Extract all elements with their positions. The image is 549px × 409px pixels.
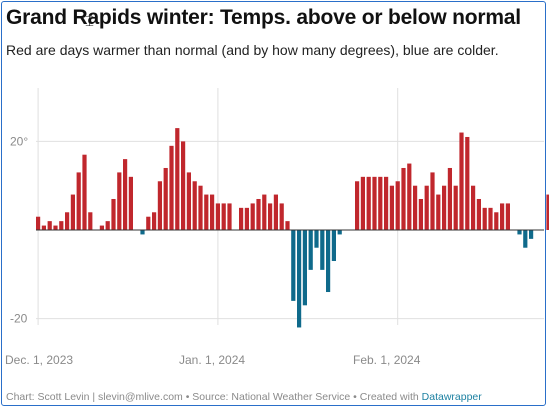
text-cursor-icon: ⌶ [85,13,95,30]
bar [175,128,180,230]
bar [41,225,46,230]
footer-credit: Chart: Scott Levin | slevin@mlive.com • … [6,391,422,403]
bar [221,203,226,230]
bar [105,221,110,230]
bar [157,181,162,230]
bar [47,221,52,230]
bar [326,230,331,293]
bar [372,176,377,230]
bar [314,230,319,248]
bar [152,212,157,230]
bar [244,207,249,230]
bar [297,230,302,328]
chart-title: Grand Rapids winter: Temps. above or bel… [6,6,521,29]
bar [285,221,290,230]
y-tick-label: 20° [10,134,28,148]
bar [76,172,81,230]
bar [262,194,267,230]
bar [488,207,493,230]
bar [59,221,64,230]
bar [320,230,325,270]
chart-footer: Chart: Scott Levin | slevin@mlive.com • … [6,391,482,403]
bar [268,203,273,230]
bar [546,194,549,230]
bar [70,194,75,230]
bar [36,216,41,230]
bar [459,132,464,230]
bar [384,176,389,230]
bar [360,176,365,230]
bar [215,203,220,230]
bar [494,212,499,230]
bar [302,230,307,306]
bar [146,216,151,230]
bar [465,136,470,230]
y-tick-label: -20 [10,312,28,326]
bar [517,230,522,235]
bar [395,181,400,230]
datawrapper-link[interactable]: Datawrapper [421,391,482,403]
bar [163,167,168,230]
bar [476,198,481,230]
bar [355,181,360,230]
bar [401,167,406,230]
bar [123,159,128,230]
bar [436,194,441,230]
bar [128,176,133,230]
bar [471,185,476,230]
bar [291,230,296,301]
bar [117,172,122,230]
bar [424,185,429,230]
bar [331,230,336,262]
bar [529,230,534,239]
bar [204,194,209,230]
bar [192,181,197,230]
x-tick-label: Jan. 1, 2024 [179,353,245,367]
bar [337,230,342,235]
bar [250,203,255,230]
bar [418,198,423,230]
bar [279,203,284,230]
bar [389,185,394,230]
bar-chart: 20° -20 Dec. 1, 2023 Jan. 1, 2024 Feb. 1, 20… [5,88,549,367]
bar [442,185,447,230]
bar [273,194,278,230]
bar [482,207,487,230]
bar [210,194,215,230]
bar [239,207,244,230]
bar [169,145,174,230]
bar [111,198,116,230]
bar [65,212,70,230]
chart-subtitle: Red are days warmer than normal (and by … [6,42,499,58]
bar [186,172,191,230]
bar [82,154,87,230]
bar [505,203,510,230]
bar [198,185,203,230]
bar [181,141,186,230]
bar [366,176,371,230]
bar [140,230,145,235]
bar [413,185,418,230]
bar [227,203,232,230]
x-tick-label: Feb. 1, 2024 [353,353,421,367]
bar [88,212,93,230]
bar [53,225,58,230]
bar [447,167,452,230]
bar [453,185,458,230]
bar [430,172,435,230]
bar [99,225,104,230]
bar [407,163,412,230]
bar [256,198,261,230]
bar [378,176,383,230]
x-tick-label: Dec. 1, 2023 [5,353,73,367]
bar [308,230,313,270]
bar [500,203,505,230]
bar [523,230,528,248]
